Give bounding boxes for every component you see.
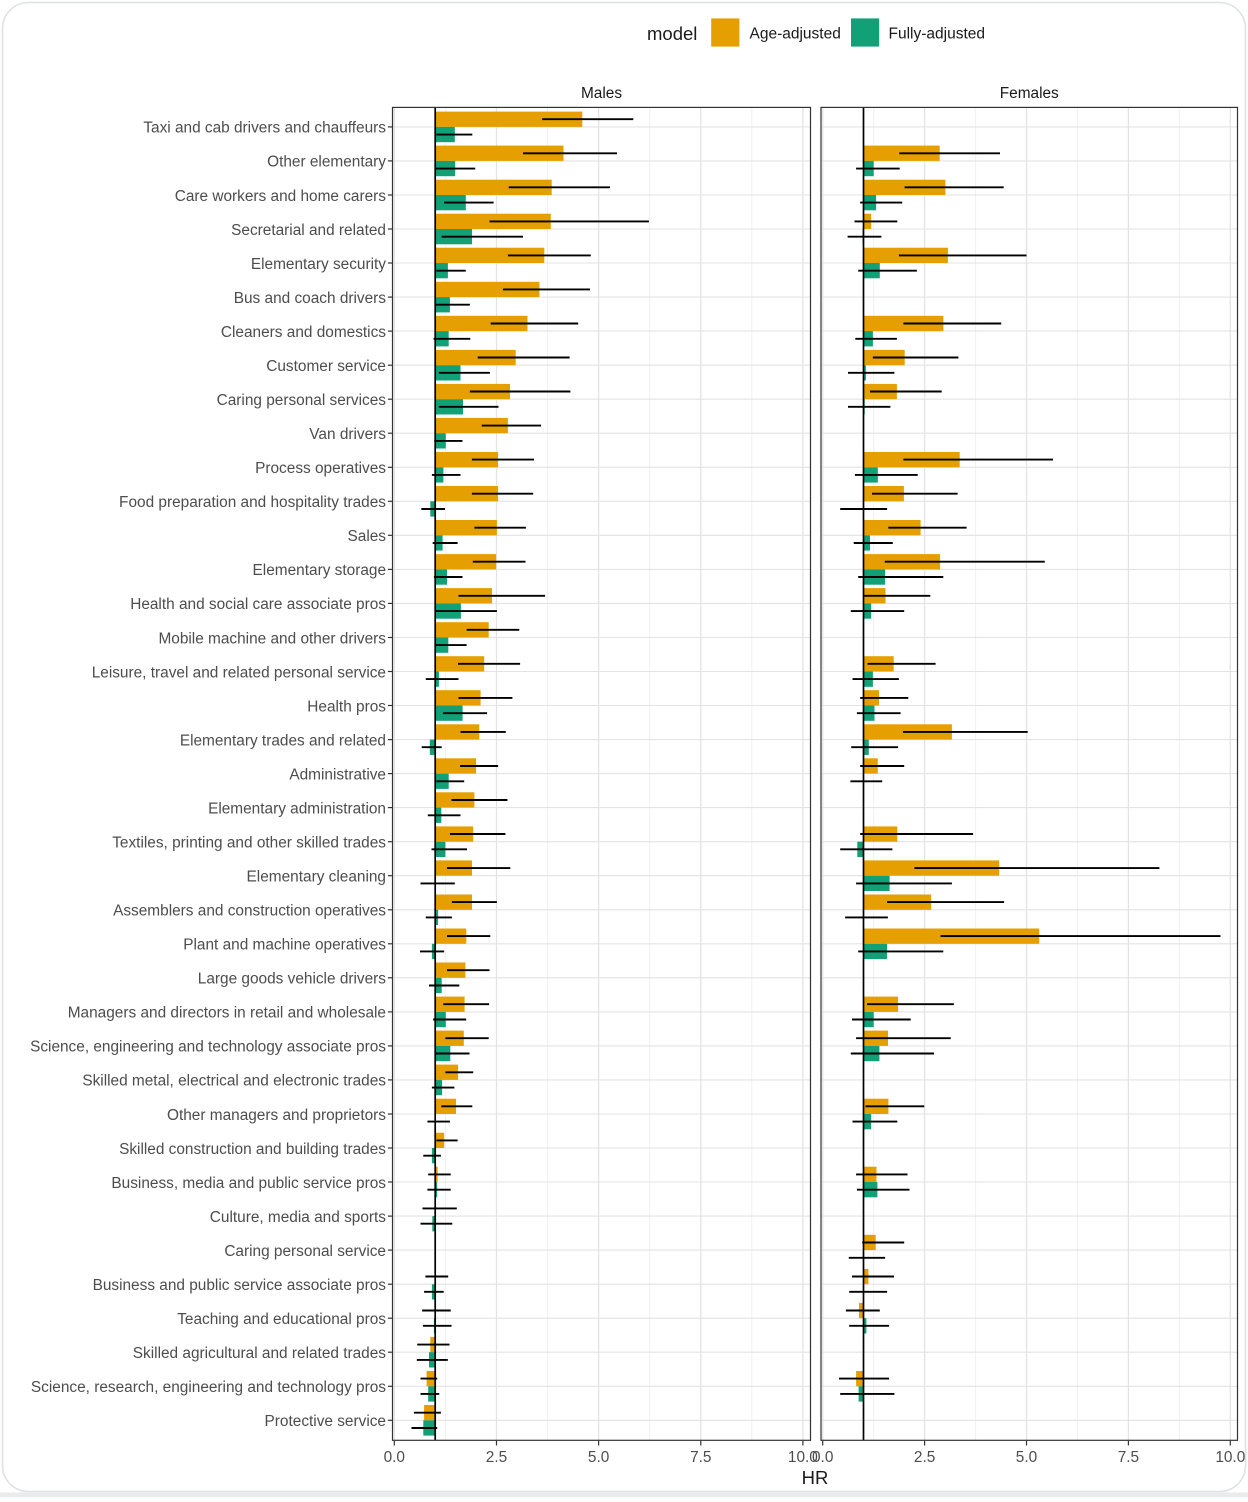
svg-text:Skilled construction and build: Skilled construction and building trades: [119, 1141, 386, 1158]
svg-text:Fully-adjusted: Fully-adjusted: [889, 26, 986, 43]
svg-text:Skilled agricultural and relat: Skilled agricultural and related trades: [133, 1345, 387, 1362]
svg-text:Other elementary: Other elementary: [267, 154, 386, 171]
svg-text:10.0: 10.0: [788, 1449, 818, 1466]
svg-text:0.0: 0.0: [812, 1449, 833, 1466]
svg-text:Teaching and educational pros: Teaching and educational pros: [177, 1311, 386, 1328]
svg-text:Textiles, printing and other s: Textiles, printing and other skilled tra…: [112, 835, 386, 852]
svg-text:model: model: [647, 23, 697, 44]
svg-text:HR: HR: [802, 1467, 829, 1488]
svg-text:Males: Males: [581, 85, 622, 102]
svg-text:2.5: 2.5: [486, 1449, 507, 1466]
svg-text:Elementary trades and related: Elementary trades and related: [180, 732, 386, 749]
svg-text:Science, research, engineering: Science, research, engineering and techn…: [31, 1379, 386, 1396]
svg-text:Care workers and home carers: Care workers and home carers: [175, 188, 387, 205]
svg-text:Cleaners and domestics: Cleaners and domestics: [221, 324, 386, 341]
svg-text:Large goods vehicle drivers: Large goods vehicle drivers: [198, 971, 387, 988]
svg-text:Plant and machine operatives: Plant and machine operatives: [183, 937, 386, 954]
svg-text:Leisure, travel and related pe: Leisure, travel and related personal ser…: [92, 664, 386, 681]
svg-text:5.0: 5.0: [588, 1449, 609, 1466]
svg-text:Sales: Sales: [348, 528, 387, 545]
svg-text:Elementary storage: Elementary storage: [253, 562, 386, 579]
svg-text:Caring personal service: Caring personal service: [224, 1243, 386, 1260]
svg-text:Females: Females: [1000, 85, 1059, 102]
svg-text:Bus and coach drivers: Bus and coach drivers: [234, 290, 387, 307]
svg-text:Health pros: Health pros: [307, 698, 386, 715]
svg-text:Process operatives: Process operatives: [255, 460, 386, 477]
svg-text:Skilled metal, electrical and: Skilled metal, electrical and electronic…: [82, 1073, 386, 1090]
svg-text:Business, media and public ser: Business, media and public service pros: [111, 1175, 386, 1192]
svg-text:2.5: 2.5: [914, 1449, 935, 1466]
svg-text:Culture, media and sports: Culture, media and sports: [210, 1209, 387, 1226]
svg-text:Other managers and proprietors: Other managers and proprietors: [167, 1107, 386, 1124]
svg-text:0.0: 0.0: [384, 1449, 405, 1466]
svg-text:Managers and directors in reta: Managers and directors in retail and who…: [68, 1005, 386, 1022]
svg-text:Secretarial and related: Secretarial and related: [231, 222, 386, 239]
svg-text:7.5: 7.5: [690, 1449, 711, 1466]
svg-text:10.0: 10.0: [1215, 1449, 1245, 1466]
svg-text:Health and social care associa: Health and social care associate pros: [130, 596, 386, 613]
svg-text:Assemblers and construction op: Assemblers and construction operatives: [113, 903, 386, 920]
svg-text:Customer service: Customer service: [266, 358, 386, 375]
svg-text:Taxi and cab drivers and chauf: Taxi and cab drivers and chauffeurs: [143, 120, 386, 137]
svg-text:Elementary security: Elementary security: [251, 256, 386, 273]
svg-text:Elementary cleaning: Elementary cleaning: [247, 869, 386, 886]
svg-text:5.0: 5.0: [1016, 1449, 1037, 1466]
svg-text:Elementary administration: Elementary administration: [208, 800, 386, 817]
svg-text:Food preparation and hospitali: Food preparation and hospitality trades: [119, 494, 386, 511]
svg-text:Science, engineering and techn: Science, engineering and technology asso…: [30, 1039, 386, 1056]
svg-text:Business and public service as: Business and public service associate pr…: [93, 1277, 387, 1294]
svg-text:Mobile machine and other drive: Mobile machine and other drivers: [158, 630, 386, 647]
svg-text:Van drivers: Van drivers: [309, 426, 386, 443]
svg-text:7.5: 7.5: [1118, 1449, 1139, 1466]
svg-text:Administrative: Administrative: [289, 766, 386, 783]
svg-text:Caring personal services: Caring personal services: [217, 392, 387, 409]
svg-text:Age-adjusted: Age-adjusted: [750, 26, 841, 43]
svg-text:Protective service: Protective service: [265, 1413, 386, 1430]
